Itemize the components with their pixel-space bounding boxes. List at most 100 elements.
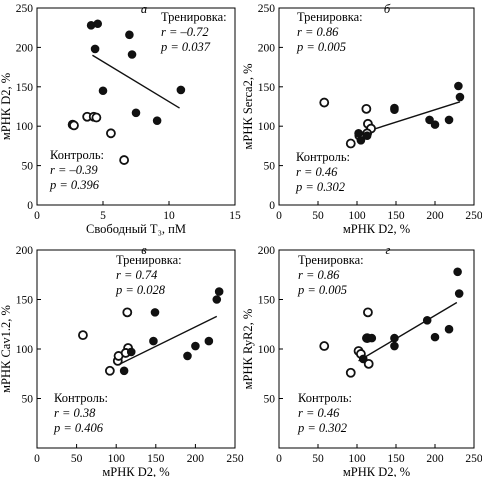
training-point [191, 341, 200, 351]
training-annotation-title: Тренировка: [161, 10, 227, 24]
training-point [362, 131, 372, 140]
control-annotation-title: Контроль: [50, 148, 104, 162]
training-point [358, 354, 368, 364]
training-annotation-title: Тренировка: [116, 253, 182, 267]
training-point [93, 19, 103, 29]
training-annotation-r: r = 0.86 [297, 25, 339, 39]
x-tick-label: 250 [465, 453, 482, 465]
plot-frame [36, 7, 236, 206]
control-point [122, 307, 133, 318]
training-point [152, 116, 162, 125]
x-tick-label: 250 [226, 453, 244, 465]
control-annotation-title: Контроль: [298, 391, 352, 405]
training-point [119, 366, 129, 376]
y-axis-label: мРНК Cav1.2, % [0, 305, 13, 393]
y-tick-label: 150 [258, 82, 276, 94]
x-tick-label: 250 [465, 210, 482, 222]
training-point [212, 295, 222, 304]
training-annotation-p: p = 0.028 [115, 283, 166, 297]
training-point [127, 50, 137, 59]
y-tick-label: 200 [16, 42, 34, 54]
training-point [204, 336, 214, 346]
control-point [119, 155, 130, 165]
regression-line [360, 101, 461, 134]
y-tick-label: 100 [258, 344, 276, 356]
x-tick-label: 200 [187, 453, 205, 465]
panel-letter: а [141, 2, 147, 16]
y-tick-label: 150 [16, 82, 34, 94]
training-annotation-r: r = –0.72 [161, 25, 209, 39]
control-annotation-p: p = 0.396 [49, 178, 100, 192]
training-annotation-p: p = 0.037 [160, 40, 211, 54]
training-point [430, 120, 440, 129]
x-axis-label: Свободный Т₃, пМ [86, 222, 186, 236]
training-annotation-r: r = 0.74 [116, 268, 157, 282]
x-tick-label: 0 [34, 453, 40, 465]
control-point [361, 103, 372, 114]
training-point [454, 81, 463, 91]
control-annotation-r: r = 0.46 [298, 406, 340, 420]
y-tick-label: 150 [16, 295, 34, 307]
y-tick-label: 200 [258, 245, 276, 257]
y-tick-label: 200 [16, 245, 34, 257]
training-point [149, 336, 158, 346]
x-tick-label: 100 [348, 453, 366, 465]
y-tick-label: 250 [16, 3, 34, 15]
y-tick-label: 50 [264, 394, 276, 406]
y-tick-label: 50 [264, 161, 276, 173]
control-point [345, 367, 356, 378]
training-point [150, 308, 160, 317]
x-axis-label: мРНК D2, % [343, 465, 410, 477]
x-tick-label: 50 [312, 453, 324, 465]
panel-3: 0 50 100 150 200 250 50 100 150 200 мРНК D2, % мРНК… [0, 243, 244, 477]
y-axis-label: мРНК Serca2, % [241, 63, 255, 149]
training-point [390, 341, 399, 351]
y-tick-label: 200 [258, 42, 276, 54]
x-tick-label: 0 [276, 210, 282, 222]
training-point [454, 289, 464, 298]
y-tick-label: 100 [16, 121, 34, 133]
y-tick-label: 250 [258, 3, 276, 15]
training-point [354, 128, 363, 138]
training-point [183, 351, 192, 361]
y-tick-label: 150 [258, 295, 276, 307]
y-tick-label: 50 [22, 394, 34, 406]
regression-line [358, 301, 458, 362]
control-point [104, 365, 115, 376]
training-point [444, 115, 454, 125]
panel-4: 0 50 100 150 200 250 50 100 150 200 мРНК D2, % мРНК… [241, 243, 482, 477]
y-tick-label: 0 [269, 200, 275, 212]
y-tick-label: 50 [22, 161, 34, 173]
training-point [390, 333, 399, 343]
control-annotation-p: p = 0.302 [295, 180, 345, 194]
training-point [125, 30, 134, 40]
training-point [425, 115, 434, 125]
regression-line [92, 54, 180, 109]
training-point [126, 347, 136, 357]
x-tick-label: 5 [100, 210, 106, 222]
training-point [455, 92, 465, 102]
training-point [444, 324, 454, 334]
training-point [430, 332, 440, 342]
x-tick-label: 200 [426, 453, 444, 465]
training-point [367, 333, 377, 343]
training-point [176, 85, 186, 95]
training-annotation-p: p = 0.005 [296, 40, 346, 54]
panel-letter: г [386, 243, 391, 257]
control-annotation-r: r = 0.38 [54, 406, 96, 420]
training-point [390, 105, 399, 114]
x-tick-label: 100 [348, 210, 366, 222]
x-tick-label: 100 [108, 453, 126, 465]
x-tick-label: 150 [387, 210, 405, 222]
x-tick-label: 150 [387, 453, 405, 465]
control-point [78, 330, 88, 341]
training-annotation-r: r = 0.86 [298, 268, 340, 282]
control-point [69, 120, 79, 131]
training-point [98, 86, 108, 96]
x-tick-label: 200 [426, 210, 444, 222]
training-annotation-title: Тренировка: [298, 253, 364, 267]
y-axis-label: мРНК D2, % [0, 73, 13, 140]
control-point [319, 341, 330, 351]
